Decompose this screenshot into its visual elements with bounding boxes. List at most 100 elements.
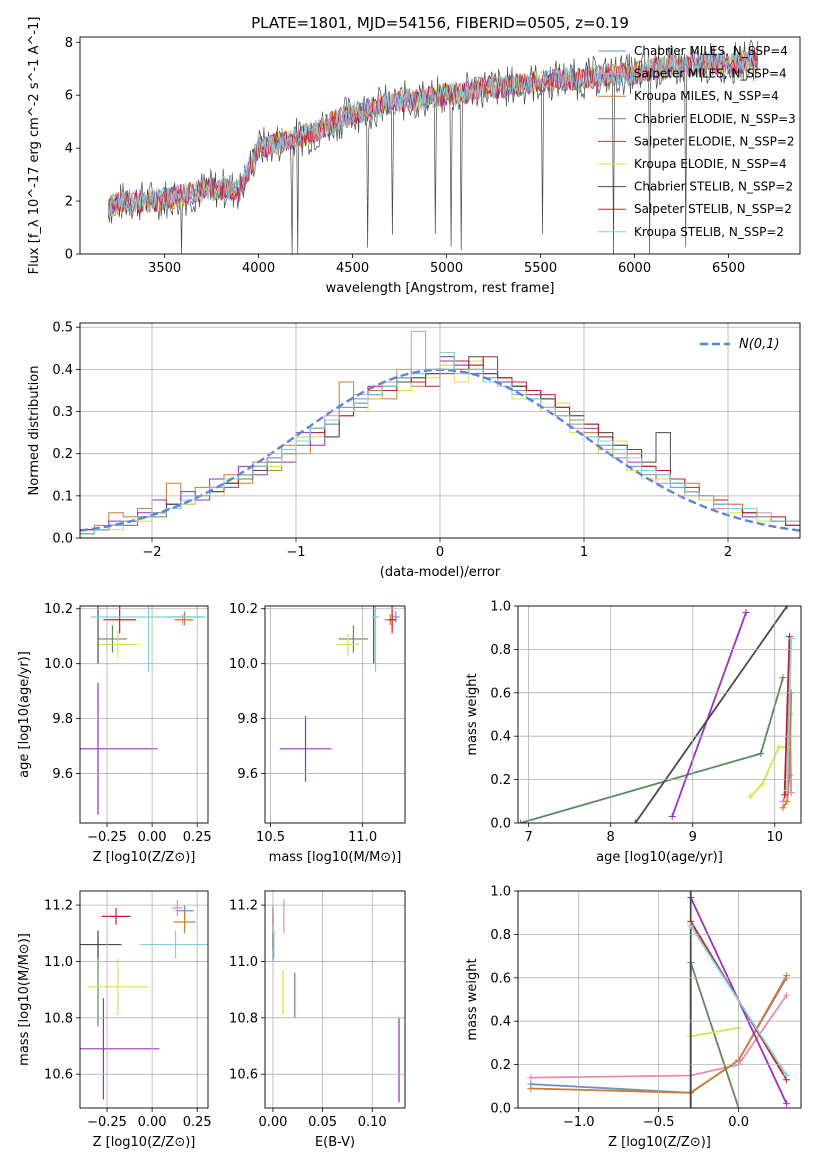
axes-frame xyxy=(79,36,801,255)
legend-label: Salpeter STELIB, N_SSP=2 xyxy=(634,202,792,216)
x-tick-label: 5000 xyxy=(430,261,463,276)
y-tick-label: 10.6 xyxy=(44,1068,73,1083)
weight-line xyxy=(530,975,788,1094)
y-axis-label: Flux [f_λ 10^-17 erg cm^-2 s^-1 A^-1] xyxy=(27,17,42,275)
x-tick-label: −2 xyxy=(142,545,161,560)
x-tick-label: 0 xyxy=(436,545,444,560)
x-tick-label: 4000 xyxy=(242,261,275,276)
plot-area-weight_vs_age xyxy=(518,606,795,823)
y-tick-label: 9.6 xyxy=(52,767,73,782)
y-tick-label: 10.0 xyxy=(44,657,73,672)
x-axis-label: Z [log10(Z/Z⊙)] xyxy=(93,850,196,865)
x-tick-label: 10 xyxy=(766,830,783,845)
x-axis-label: wavelength [Angstrom, rest frame] xyxy=(326,281,555,296)
x-tick-label: 0.25 xyxy=(183,1115,212,1130)
x-tick-label: 4500 xyxy=(336,261,369,276)
weight-line xyxy=(634,606,788,823)
y-tick-label: 10.8 xyxy=(44,1011,73,1026)
x-tick-label: −1.0 xyxy=(563,1115,595,1130)
y-tick-label: 0.1 xyxy=(52,489,73,504)
x-tick-label: 0.0 xyxy=(728,1115,749,1130)
legend-label: Salpeter MILES, N_SSP=4 xyxy=(634,67,787,81)
axes-frame xyxy=(517,890,802,1109)
y-tick-label: 10.6 xyxy=(229,1068,258,1083)
y-tick-label: 0.0 xyxy=(490,817,511,832)
x-tick-label: 6500 xyxy=(712,261,745,276)
x-axis-label: E(B-V) xyxy=(315,1135,355,1150)
y-tick-label: 10.2 xyxy=(44,602,73,617)
x-tick-label: −0.5 xyxy=(643,1115,675,1130)
axes-frame xyxy=(79,605,209,824)
x-tick-label: 9 xyxy=(689,830,697,845)
plot-area-age_vs_Z xyxy=(80,606,207,815)
y-tick-label: 0.4 xyxy=(490,1015,511,1030)
y-tick-label: 0.6 xyxy=(490,686,511,701)
legend-label: Salpeter ELODIE, N_SSP=2 xyxy=(634,134,795,148)
axes-frame xyxy=(264,890,406,1109)
x-tick-label: 1 xyxy=(580,545,588,560)
y-tick-label: 6 xyxy=(65,89,73,104)
x-axis-label: (data-model)/error xyxy=(380,565,501,580)
spectrum-line xyxy=(107,51,759,216)
weight-line xyxy=(782,692,793,809)
x-tick-label: 0.25 xyxy=(183,830,212,845)
legend-label: Chabrier STELIB, N_SSP=2 xyxy=(634,180,793,194)
y-tick-label: 10.0 xyxy=(229,657,258,672)
weight-line xyxy=(786,638,793,791)
y-tick-label: 11.0 xyxy=(44,955,73,970)
x-axis-label: Z [log10(Z/Z⊙)] xyxy=(93,1135,196,1150)
y-axis-label: Normed distribution xyxy=(27,366,42,496)
y-tick-label: 0.0 xyxy=(490,1102,511,1117)
panel-spectrum: 3500 4000 4500 5000 5500 6000 6500 0 2 4 6 8 wavelen… xyxy=(27,17,801,296)
axes-frame xyxy=(517,605,802,824)
panel-mass_vs_Z: −0.25 0.00 0.25 10.6 10.8 11.0 11.2 Z [log10(Z/… xyxy=(17,890,212,1150)
legend-label: Kroupa MILES, N_SSP=4 xyxy=(634,89,779,103)
x-tick-label: 11.0 xyxy=(348,830,377,845)
x-tick-label: 10.5 xyxy=(256,830,285,845)
x-tick-label: 0.00 xyxy=(138,1115,167,1130)
panel-weight_vs_Z: −1.0 −0.5 0.0 0.0 0.2 0.4 0.6 0.8 1.0 Z [log10(Z/… xyxy=(465,885,802,1150)
y-tick-label: 0.0 xyxy=(52,532,73,547)
weight-line xyxy=(749,746,788,798)
y-tick-label: 9.6 xyxy=(237,767,258,782)
x-tick-label: 7 xyxy=(525,830,533,845)
plot-area-weight_vs_Z xyxy=(527,891,791,1108)
x-axis-label: mass [log10(M/M⊙)] xyxy=(269,850,402,865)
panel-age_vs_Z: −0.25 0.00 0.25 9.6 9.8 10.0 10.2 Z [log10(Z/Z⊙… xyxy=(17,602,212,865)
y-tick-label: 0.3 xyxy=(52,405,73,420)
y-tick-label: 0.6 xyxy=(490,971,511,986)
legend-label: Kroupa ELODIE, N_SSP=4 xyxy=(634,157,787,171)
spectrum-line xyxy=(107,39,759,254)
y-tick-label: 11.0 xyxy=(229,955,258,970)
y-axis-label: mass weight xyxy=(465,958,480,1040)
y-tick-label: 0.4 xyxy=(490,730,511,745)
x-tick-label: 0.00 xyxy=(138,830,167,845)
x-tick-label: 6000 xyxy=(618,261,651,276)
y-tick-label: 4 xyxy=(65,142,73,157)
y-tick-label: 1.0 xyxy=(490,885,511,900)
y-tick-label: 9.8 xyxy=(237,712,258,727)
y-tick-label: 11.2 xyxy=(229,899,258,914)
x-tick-label: −1 xyxy=(286,545,305,560)
axes-frame xyxy=(264,605,406,824)
x-tick-label: −0.25 xyxy=(87,1115,127,1130)
legend: N(0,1) xyxy=(700,337,780,352)
x-axis-label: Z [log10(Z/Z⊙)] xyxy=(608,1135,711,1150)
y-axis-label: age [log10(age/yr)] xyxy=(17,651,32,778)
plot-area-spectrum xyxy=(107,39,759,254)
weight-line xyxy=(783,636,791,795)
axes-frame xyxy=(79,890,209,1109)
x-tick-label: 8 xyxy=(607,830,615,845)
y-tick-label: 10.8 xyxy=(229,1011,258,1026)
x-axis-label: age [log10(age/yr)] xyxy=(596,850,723,865)
y-tick-label: 0.2 xyxy=(490,1058,511,1073)
x-tick-label: 2 xyxy=(724,545,732,560)
weight-line xyxy=(690,1026,739,1038)
y-tick-label: 0.2 xyxy=(52,447,73,462)
panel-mass_vs_ebv: 0.00 0.05 0.10 10.6 10.8 11.0 11.2 E(B-V) xyxy=(229,890,406,1150)
weight-line xyxy=(530,994,788,1079)
y-tick-label: 9.8 xyxy=(52,712,73,727)
legend-label: Chabrier MILES, N_SSP=4 xyxy=(634,44,788,58)
legend-label: N(0,1) xyxy=(739,337,780,352)
